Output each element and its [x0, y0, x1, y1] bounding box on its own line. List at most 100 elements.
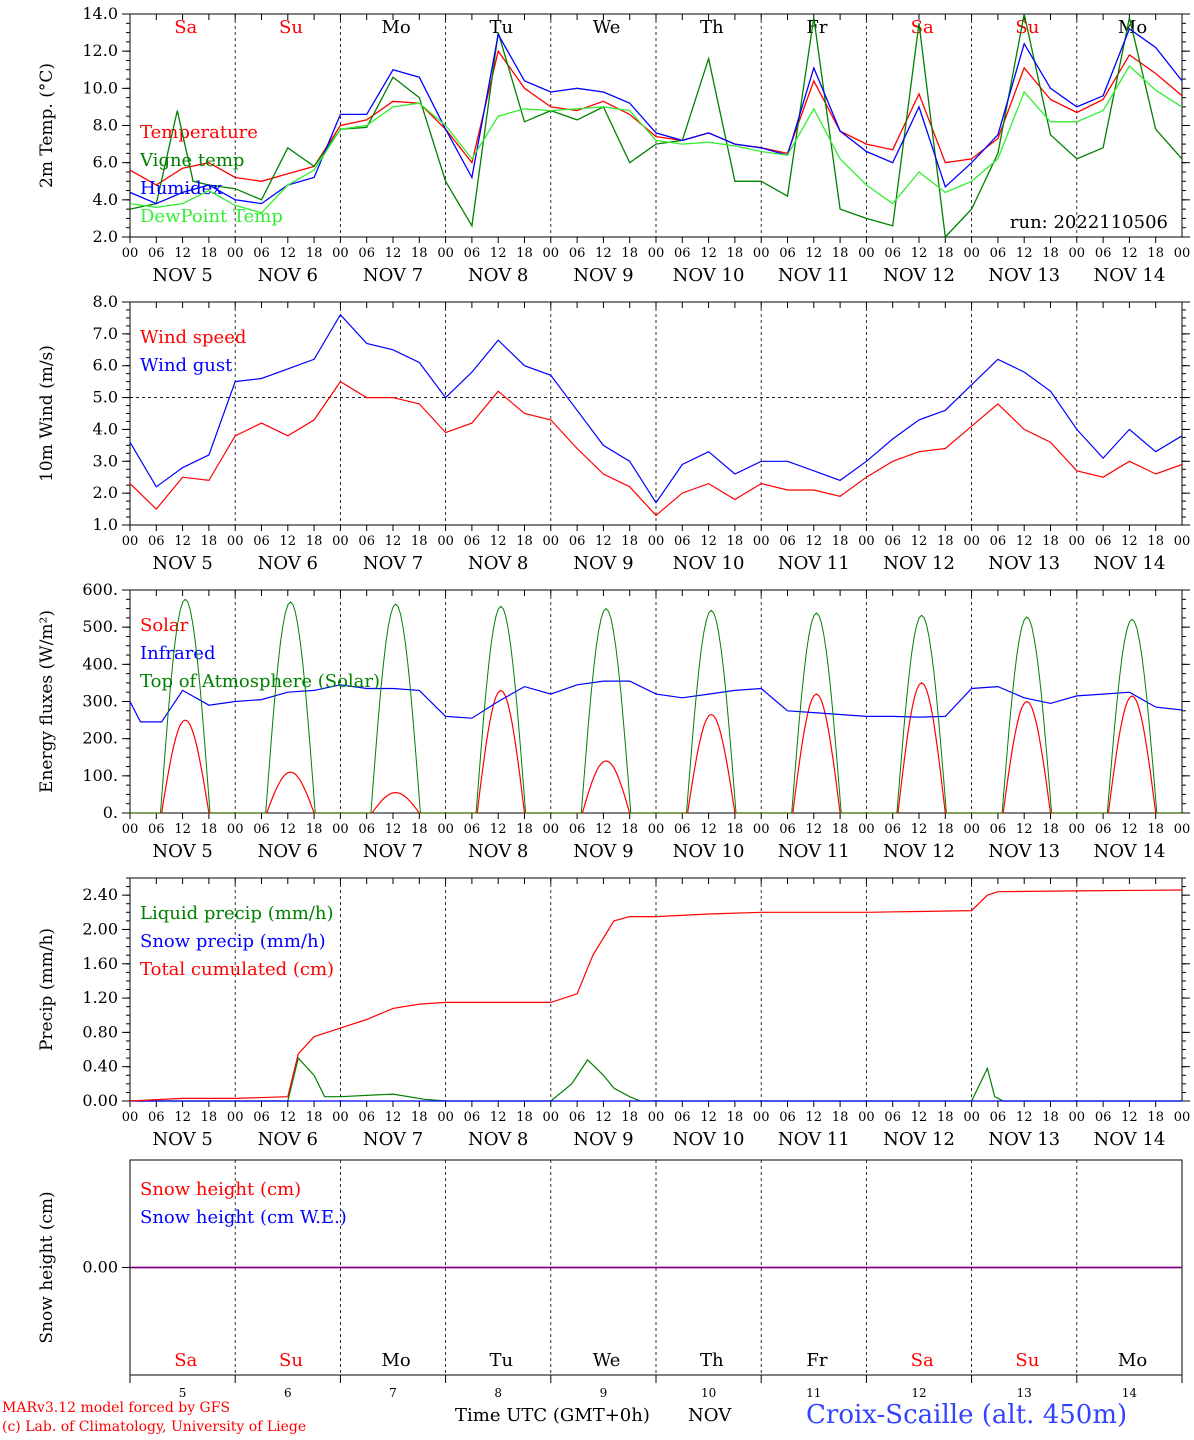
x-hour-label: 06 — [1095, 246, 1112, 261]
y-tick-label: 1.20 — [82, 988, 118, 1007]
y-axis-title: Energy fluxes (W/m²) — [37, 610, 57, 793]
x-day-label: NOV 5 — [152, 841, 212, 862]
series-line-wind-speed — [129, 380, 1183, 517]
x-hour-label: 12 — [490, 246, 507, 261]
weekday-label: Su — [1015, 1350, 1039, 1371]
x-day-label: NOV 8 — [468, 841, 528, 862]
x-day-number: 13 — [1017, 1386, 1032, 1400]
x-hour-label: 18 — [937, 822, 954, 837]
x-hour-label: 06 — [464, 246, 481, 261]
y-axis-title: 10m Wind (m/s) — [37, 345, 57, 482]
x-day-number: 12 — [911, 1386, 926, 1400]
x-hour-label: 00 — [858, 822, 875, 837]
x-hour-label: 00 — [648, 534, 665, 549]
x-day-label: NOV 7 — [363, 841, 423, 862]
y-tick-label: 8.0 — [93, 292, 118, 311]
x-hour-label: 18 — [1147, 1110, 1164, 1125]
x-hour-label: 00 — [753, 534, 770, 549]
weekday-label: Tu — [490, 1350, 514, 1371]
x-hour-label: 18 — [727, 246, 744, 261]
x-hour-label: 00 — [122, 246, 139, 261]
weekday-label: Th — [700, 1350, 724, 1371]
x-hour-label: 06 — [358, 822, 375, 837]
x-hour-label: 00 — [648, 246, 665, 261]
x-hour-label: 06 — [779, 534, 796, 549]
x-day-label: NOV 14 — [1093, 1129, 1165, 1150]
x-hour-label: 06 — [674, 1110, 691, 1125]
x-hour-label: 12 — [1016, 1110, 1033, 1125]
x-hour-label: 06 — [779, 822, 796, 837]
weekday-label: Fr — [806, 1350, 827, 1371]
x-hour-label: 00 — [963, 534, 980, 549]
x-hour-label: 18 — [411, 822, 428, 837]
x-hour-label: 18 — [727, 822, 744, 837]
x-hour-label: 18 — [201, 1110, 218, 1125]
x-day-label: NOV 6 — [258, 1129, 318, 1150]
x-hour-label: 00 — [963, 246, 980, 261]
x-hour-label: 12 — [280, 246, 297, 261]
y-axis-title: 2m Temp. (°C) — [37, 63, 57, 188]
x-hour-label: 06 — [674, 246, 691, 261]
x-day-label: NOV 12 — [883, 265, 955, 286]
x-hour-label: 12 — [595, 1110, 612, 1125]
x-hour-label: 12 — [806, 822, 823, 837]
series-line-dewpoint-temp — [129, 64, 1183, 214]
x-hour-label: 06 — [1095, 1110, 1112, 1125]
panel-frame-2 — [129, 301, 1183, 526]
y-tick-label: 12.0 — [82, 41, 118, 60]
x-day-number: 10 — [701, 1386, 716, 1400]
x-hour-label: 06 — [358, 1110, 375, 1125]
series-line-total-cumulated-cm — [129, 889, 1183, 1102]
x-day-label: NOV 9 — [573, 1129, 633, 1150]
x-hour-label: 00 — [543, 246, 560, 261]
x-day-label: NOV 14 — [1093, 841, 1165, 862]
x-hour-label: 00 — [227, 246, 244, 261]
legend-temperature: Temperature — [140, 122, 258, 143]
x-day-label: NOV 13 — [988, 265, 1060, 286]
x-hour-label: 00 — [332, 1110, 349, 1125]
x-hour-label: 18 — [306, 246, 323, 261]
y-tick-label: 6.0 — [93, 153, 118, 172]
x-hour-label: 06 — [253, 1110, 270, 1125]
weekday-label: Mo — [382, 17, 411, 38]
legend-snow-precip-mm-h: Snow precip (mm/h) — [140, 931, 326, 952]
x-hour-label: 06 — [884, 534, 901, 549]
y-tick-label: 10.0 — [82, 78, 118, 97]
x-day-label: NOV 5 — [152, 1129, 212, 1150]
x-hour-label: 00 — [1174, 1110, 1191, 1125]
legend-snow-height-cm: Snow height (cm) — [140, 1179, 301, 1200]
x-hour-label: 06 — [990, 534, 1007, 549]
series-line-infrared — [129, 680, 1183, 723]
x-hour-label: 12 — [385, 822, 402, 837]
x-day-label: NOV 10 — [673, 265, 745, 286]
y-tick-label: 400. — [82, 654, 118, 673]
x-hour-label: 00 — [437, 246, 454, 261]
x-hour-label: 06 — [569, 822, 586, 837]
copyright-credit: (c) Lab. of Climatology, University of L… — [2, 1419, 307, 1435]
x-hour-label: 06 — [569, 246, 586, 261]
y-tick-label: 2.00 — [82, 919, 118, 938]
x-hour-label: 06 — [569, 1110, 586, 1125]
y-tick-label: 8.0 — [93, 116, 118, 135]
y-tick-label: 600. — [82, 580, 118, 599]
x-hour-label: 00 — [858, 246, 875, 261]
x-hour-label: 00 — [648, 1110, 665, 1125]
legend-wind-speed: Wind speed — [140, 327, 246, 348]
y-tick-label: 2.0 — [93, 227, 118, 246]
x-hour-label: 00 — [963, 1110, 980, 1125]
x-hour-label: 12 — [490, 1110, 507, 1125]
x-hour-label: 18 — [937, 246, 954, 261]
x-hour-label: 00 — [543, 1110, 560, 1125]
x-hour-label: 00 — [437, 534, 454, 549]
x-hour-label: 12 — [595, 246, 612, 261]
x-hour-label: 00 — [122, 1110, 139, 1125]
x-day-label: NOV 11 — [778, 1129, 850, 1150]
x-hour-label: 00 — [122, 822, 139, 837]
x-hour-label: 12 — [911, 822, 928, 837]
x-day-label: NOV 13 — [988, 1129, 1060, 1150]
x-hour-label: 18 — [1147, 822, 1164, 837]
x-hour-label: 12 — [174, 246, 191, 261]
x-hour-label: 00 — [332, 246, 349, 261]
x-hour-label: 06 — [674, 534, 691, 549]
x-hour-label: 18 — [516, 822, 533, 837]
